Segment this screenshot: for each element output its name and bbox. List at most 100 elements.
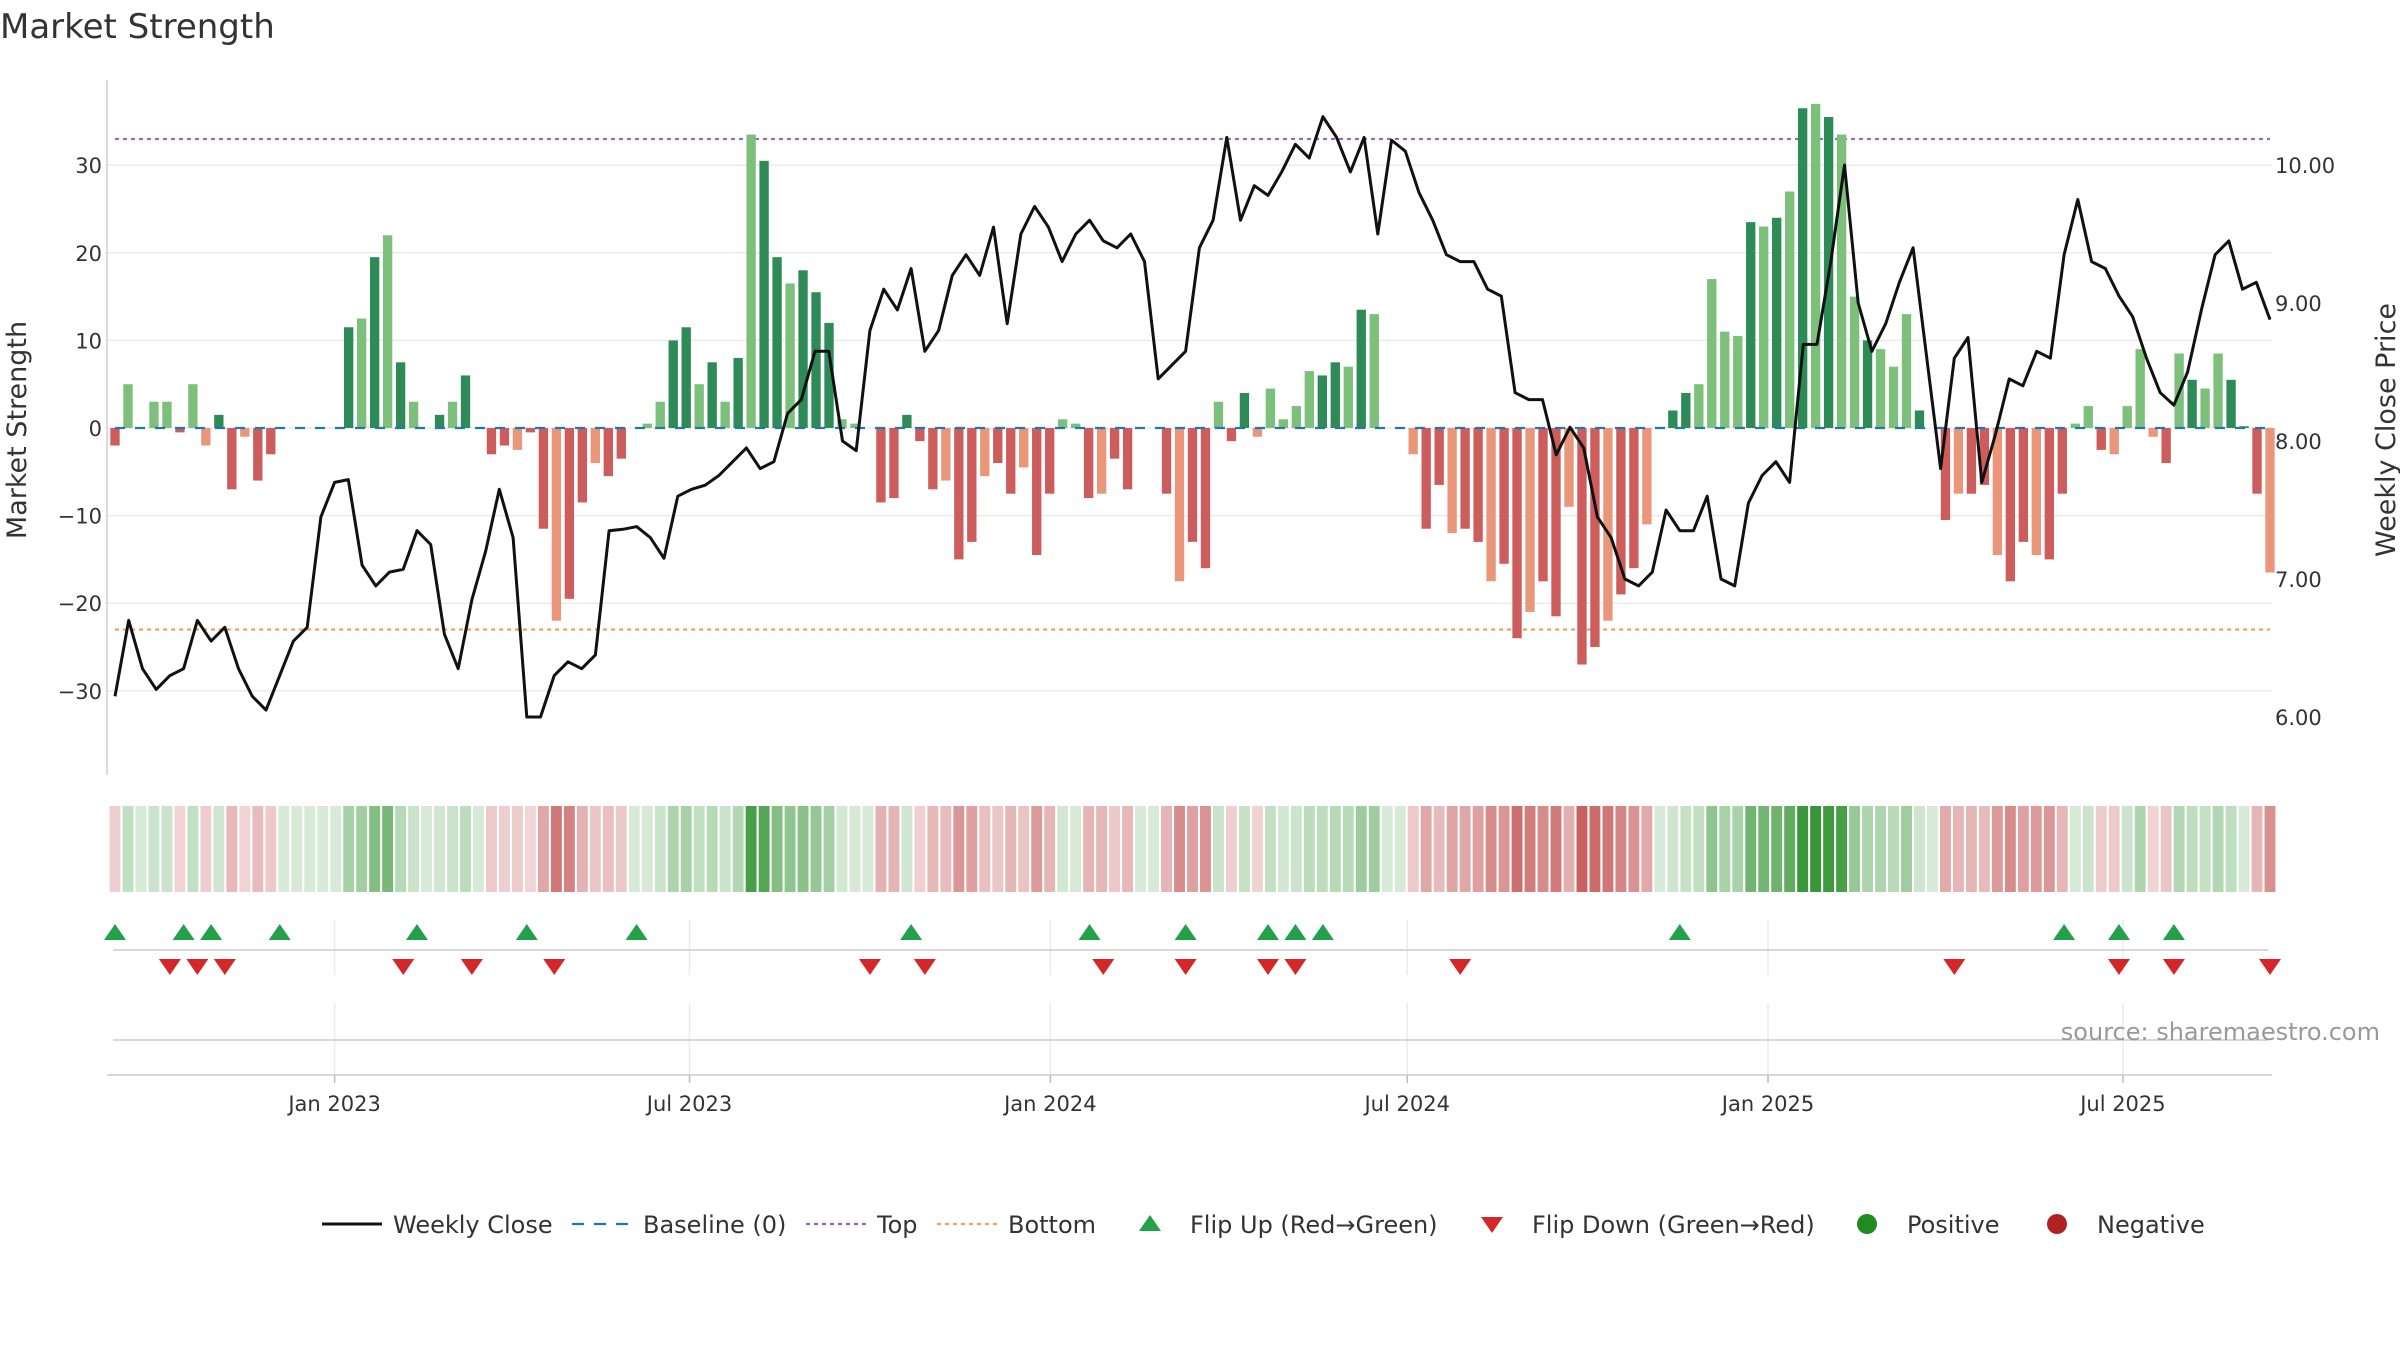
strip-cell — [1927, 806, 1938, 892]
strip-cell — [226, 806, 238, 892]
strength-bar — [2122, 406, 2132, 428]
strip-cell — [252, 806, 264, 892]
strength-bar — [1953, 428, 1964, 494]
strip-cell — [2082, 806, 2094, 892]
lower-panel — [107, 1039, 2272, 1076]
strip-cell — [2134, 806, 2146, 892]
strip-cell — [2212, 806, 2224, 892]
strength-bar — [1369, 314, 1379, 428]
legend-item: Flip Up (Red→Green) — [1139, 1211, 1438, 1239]
strength-bar — [369, 257, 380, 428]
left-tick-label: 10 — [75, 329, 102, 353]
strip-cell — [1914, 806, 1925, 892]
legend-label: Baseline (0) — [643, 1211, 786, 1239]
strength-bar — [486, 428, 497, 455]
strength-bar — [1642, 428, 1652, 525]
x-tick-label: Jan 2024 — [1002, 1092, 1097, 1116]
strip-cell — [2264, 806, 2276, 892]
strip-cell — [758, 806, 770, 892]
strength-bar — [1564, 428, 1574, 507]
flip-up-marker — [2108, 924, 2131, 940]
strength-bar — [1070, 423, 1081, 428]
flip-down-marker — [213, 959, 236, 975]
strength-bar — [110, 428, 120, 446]
strip-cell — [1316, 806, 1328, 892]
strip-cell — [486, 806, 497, 892]
strength-heat-strip — [109, 806, 2276, 892]
strip-cell — [1537, 806, 1549, 892]
strength-bar — [1278, 419, 1289, 428]
strip-cell — [1083, 806, 1095, 892]
strength-bar — [1019, 428, 1029, 468]
strength-bar — [1759, 226, 1769, 428]
strip-cell — [745, 806, 757, 892]
strength-bar — [1187, 428, 1198, 542]
strip-cell — [693, 806, 705, 892]
strength-bar — [1304, 371, 1315, 428]
strip-cell — [1368, 806, 1380, 892]
strength-bar — [564, 428, 575, 599]
strength-bar — [1772, 217, 1782, 428]
strip-cell — [641, 806, 653, 892]
strip-cell — [2108, 806, 2120, 892]
strength-bar — [175, 428, 185, 433]
strip-cell — [1758, 806, 1770, 892]
legend-label: Flip Up (Red→Green) — [1190, 1211, 1438, 1239]
strength-bar — [1473, 428, 1483, 542]
flip-up-marker — [1668, 924, 1691, 940]
strength-bar — [798, 270, 808, 428]
strip-cell — [1680, 806, 1692, 892]
strip-cell — [771, 806, 783, 892]
flip-up-marker — [1311, 924, 1334, 940]
strip-cell — [680, 806, 692, 892]
strength-bar — [1265, 388, 1276, 428]
strength-bars — [110, 103, 2275, 665]
strength-bar — [681, 327, 691, 428]
strip-cell — [550, 806, 562, 892]
strength-bar — [2096, 428, 2106, 450]
strength-bar — [2031, 428, 2041, 556]
flip-up-marker — [104, 924, 126, 940]
strip-cell — [1109, 806, 1121, 892]
legend-label: Positive — [1907, 1211, 2000, 1239]
strip-cell — [1264, 806, 1276, 892]
strength-bar — [512, 428, 523, 450]
strength-bar — [1109, 428, 1120, 459]
strip-cell — [1057, 806, 1069, 892]
flip-down-marker — [543, 959, 566, 975]
strength-bar — [2200, 388, 2210, 428]
strip-cell — [1161, 806, 1172, 892]
strength-bar — [954, 428, 964, 560]
strip-cell — [2004, 806, 2016, 892]
strength-bar — [1499, 428, 1509, 564]
strength-bar — [227, 428, 237, 490]
strip-cell — [1122, 806, 1134, 892]
flip-down-marker — [392, 959, 415, 975]
left-tick-label: 20 — [75, 242, 102, 266]
legend-label: Flip Down (Green→Red) — [1532, 1211, 1815, 1239]
strength-bar — [2161, 428, 2171, 464]
strip-cell — [382, 806, 394, 892]
strength-bar — [2265, 428, 2275, 573]
strength-bar — [1733, 336, 1743, 428]
x-tick-label: Jan 2025 — [1720, 1092, 1815, 1116]
strip-cell — [1472, 806, 1484, 892]
right-tick-label: 6.00 — [2275, 706, 2322, 730]
strip-cell — [278, 806, 290, 892]
strip-cell — [1693, 806, 1705, 892]
legend-label: Bottom — [1008, 1211, 1096, 1239]
strength-bar — [1317, 375, 1327, 428]
strength-bar — [1174, 428, 1185, 582]
strength-bar — [785, 283, 795, 428]
strength-bar — [1213, 401, 1224, 428]
strip-cell — [1096, 806, 1108, 892]
strip-cell — [2121, 806, 2133, 892]
legend-item: Weekly Close — [322, 1211, 553, 1239]
strip-cell — [914, 806, 926, 892]
strip-cell — [1381, 806, 1393, 892]
strength-bar — [1252, 428, 1263, 437]
strength-bar — [1343, 366, 1353, 428]
strength-bar — [1720, 331, 1730, 428]
strength-bar — [2018, 428, 2029, 542]
